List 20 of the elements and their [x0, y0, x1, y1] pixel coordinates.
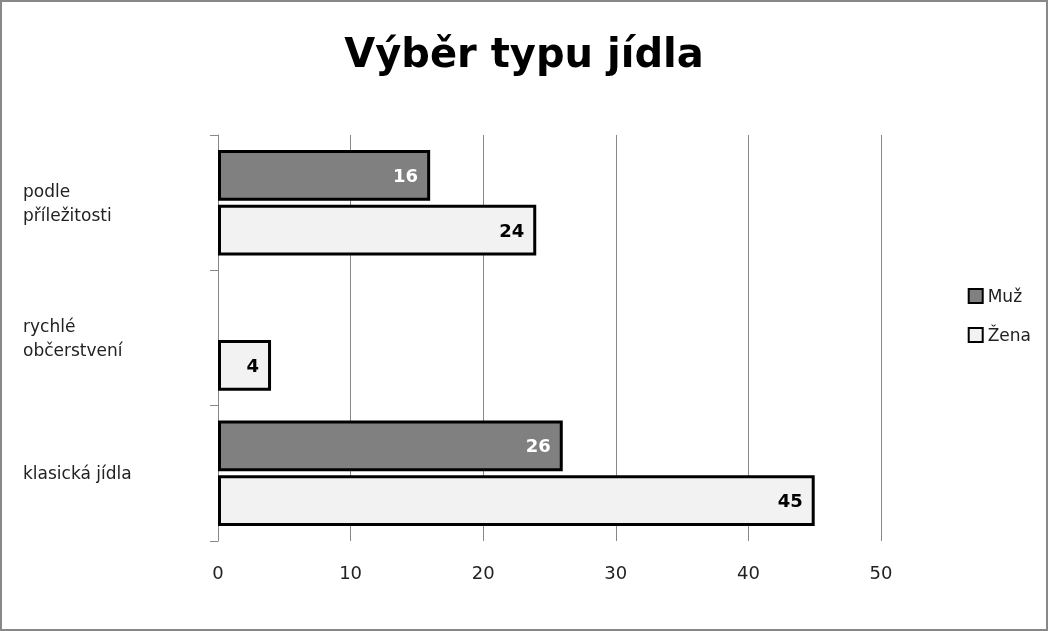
bar — [218, 204, 537, 256]
bar — [218, 340, 272, 391]
y-tick-label: podle příležitosti — [23, 180, 112, 225]
data-label: 24 — [499, 219, 525, 241]
x-tick-label: 50 — [869, 561, 893, 583]
x-tick-label: 30 — [604, 561, 628, 583]
y-tick-label: klasická jídla — [23, 463, 132, 484]
chart-title: Výběr typu jídla — [344, 30, 704, 76]
legend-label: Muž — [987, 286, 1023, 306]
data-label: 45 — [777, 490, 803, 512]
bar — [218, 475, 815, 527]
x-tick-label: 40 — [736, 561, 760, 583]
y-tick-label: rychlé občerstvení — [23, 316, 124, 360]
data-label: 16 — [393, 164, 419, 186]
data-label: 4 — [246, 354, 260, 376]
x-tick-label: 20 — [471, 561, 495, 583]
x-tick-label: 0 — [212, 561, 224, 583]
data-label: 26 — [525, 435, 551, 457]
x-tick-label: 10 — [339, 561, 363, 583]
legend-label: Žena — [987, 324, 1031, 345]
